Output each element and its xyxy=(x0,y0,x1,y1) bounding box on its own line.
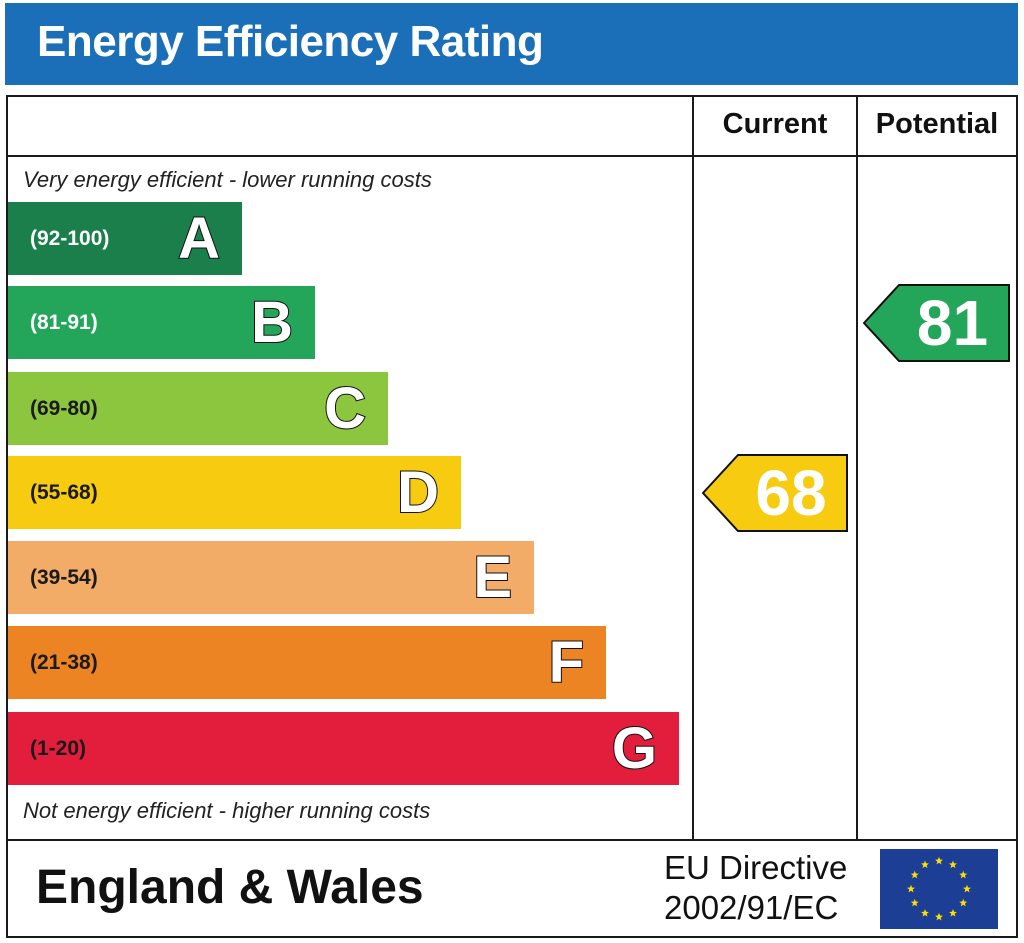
band-letter-label: C xyxy=(323,375,367,442)
band-letter-label: E xyxy=(472,544,513,611)
band-range-label: (21-38) xyxy=(30,651,98,674)
band-a: (92-100) A xyxy=(8,202,242,275)
band-letter-label: D xyxy=(396,459,440,526)
band-letter-label: B xyxy=(250,289,294,356)
eu-star-icon xyxy=(959,870,968,879)
title-bar: Energy Efficiency Rating xyxy=(5,3,1018,85)
country-label: England & Wales xyxy=(36,861,424,914)
band-range-label: (1-20) xyxy=(30,737,87,760)
current-column-divider xyxy=(692,95,694,841)
eu-star-icon xyxy=(921,860,929,869)
potential-rating-value: 81 xyxy=(916,286,989,359)
eu-star-icon xyxy=(963,884,971,893)
band-letter-label: F xyxy=(548,629,585,696)
eu-star-icon xyxy=(949,860,957,869)
eu-star-icon xyxy=(949,909,957,917)
band-letter-label: A xyxy=(177,205,221,272)
band-range-label: (55-68) xyxy=(30,481,98,504)
current-rating-arrow: 68 xyxy=(702,453,848,532)
potential-arrow-shape xyxy=(863,283,1010,362)
band-letter-label: G xyxy=(611,715,658,782)
band-range-label: (69-80) xyxy=(30,397,98,420)
directive-line-1: EU Directive xyxy=(664,849,848,886)
band-e: (39-54) E xyxy=(8,541,534,614)
eu-directive-label: EU Directive 2002/91/EC xyxy=(664,848,847,928)
band-b: (81-91) B xyxy=(8,286,315,359)
current-rating-value: 68 xyxy=(755,456,827,529)
band-range-label: (92-100) xyxy=(30,227,110,250)
potential-column-divider xyxy=(856,95,858,841)
potential-column-header: Potential xyxy=(875,108,999,140)
eu-star-icon xyxy=(910,898,919,907)
eu-star-icon xyxy=(959,898,968,907)
eu-flag-icon xyxy=(880,849,998,929)
band-f: (21-38) F xyxy=(8,626,606,699)
rating-frame xyxy=(6,95,1018,938)
band-d: (55-68) D xyxy=(8,456,461,529)
bottom-caption: Not energy efficient - higher running co… xyxy=(23,798,431,823)
footer-divider xyxy=(6,839,1018,841)
eu-star-icon xyxy=(921,909,929,917)
current-column-header: Current xyxy=(722,108,828,140)
eu-star-icon xyxy=(907,884,915,893)
top-caption: Very energy efficient - lower running co… xyxy=(23,167,432,192)
potential-rating-arrow: 81 xyxy=(863,283,1010,362)
band-g: (1-20) G xyxy=(8,712,679,785)
band-c: (69-80) C xyxy=(8,372,388,445)
eu-star-icon xyxy=(935,856,943,865)
current-arrow-shape xyxy=(702,453,848,532)
band-range-label: (81-91) xyxy=(30,311,98,334)
directive-line-2: 2002/91/EC xyxy=(664,889,839,926)
chart-title: Energy Efficiency Rating xyxy=(37,17,544,66)
eu-star-icon xyxy=(935,912,943,921)
eu-star-icon xyxy=(910,870,919,879)
band-range-label: (39-54) xyxy=(30,566,98,589)
header-divider xyxy=(6,155,1018,157)
